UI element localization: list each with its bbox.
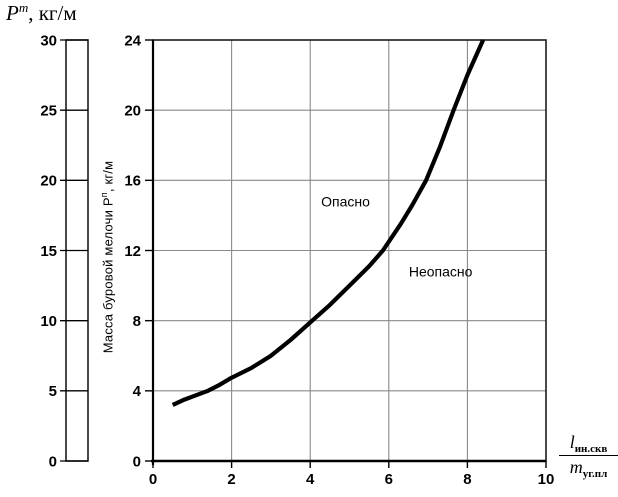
- y-tick-label: 24: [124, 32, 141, 49]
- x-tick-label: 4: [306, 471, 315, 488]
- y-axis-label-superscript: п: [99, 192, 110, 198]
- title-units: , кг/м: [28, 1, 77, 25]
- secondary-scale-tick-label: 20: [40, 173, 57, 190]
- y-tick-label: 4: [133, 383, 142, 400]
- y-axis-label-units: , кг/м: [100, 160, 116, 193]
- y-axis-label: Масса буровой мелочи Pп, кг/м: [99, 160, 116, 354]
- x-axis-label-fraction: lин.скв mуг.пл: [559, 433, 618, 480]
- fraction-denominator-symbol: m: [569, 456, 583, 477]
- region-label-2: Неопасно: [409, 263, 473, 279]
- secondary-scale-bar: 0 5 10 15 20 25 30: [40, 32, 89, 470]
- secondary-scale-tick-label: 25: [40, 102, 57, 119]
- fraction-numerator: lин.скв: [559, 433, 618, 456]
- y-tick-label: 16: [124, 173, 141, 190]
- secondary-axis-title: Pm, кг/м: [6, 1, 77, 26]
- boundary-curve: [171, 39, 486, 407]
- title-symbol: P: [6, 1, 19, 25]
- x-tick-label: 8: [463, 471, 471, 488]
- y-tick-label: 0: [133, 453, 141, 470]
- x-tick-label: 2: [227, 471, 235, 488]
- fraction-denominator-subscript: уг.пл: [582, 467, 608, 480]
- y-tick-label: 12: [124, 243, 141, 260]
- y-tick-label: 20: [124, 102, 141, 119]
- fraction-numerator-symbol: l: [569, 432, 575, 452]
- secondary-scale-tick-label: 30: [40, 32, 57, 49]
- secondary-scale-tick-label: 15: [40, 243, 57, 260]
- region-label-1: Опасно: [321, 193, 370, 209]
- secondary-scale-tick-label: 10: [40, 313, 57, 330]
- y-axis-label-text: Масса буровой мелочи: [100, 206, 116, 354]
- y-tick-label: 8: [133, 313, 141, 330]
- x-tick-label: 10: [538, 471, 555, 488]
- fraction-denominator: mуг.пл: [559, 456, 618, 480]
- title-superscript: m: [18, 0, 29, 15]
- secondary-scale-tick-label: 5: [49, 383, 57, 400]
- y-axis-label-symbol: P: [100, 197, 116, 207]
- gridlines: [153, 40, 546, 461]
- x-tick-label: 0: [149, 471, 157, 488]
- fraction-numerator-subscript: ин.скв: [574, 443, 608, 456]
- secondary-scale-tick-label: 0: [49, 453, 57, 470]
- x-tick-label: 6: [385, 471, 393, 488]
